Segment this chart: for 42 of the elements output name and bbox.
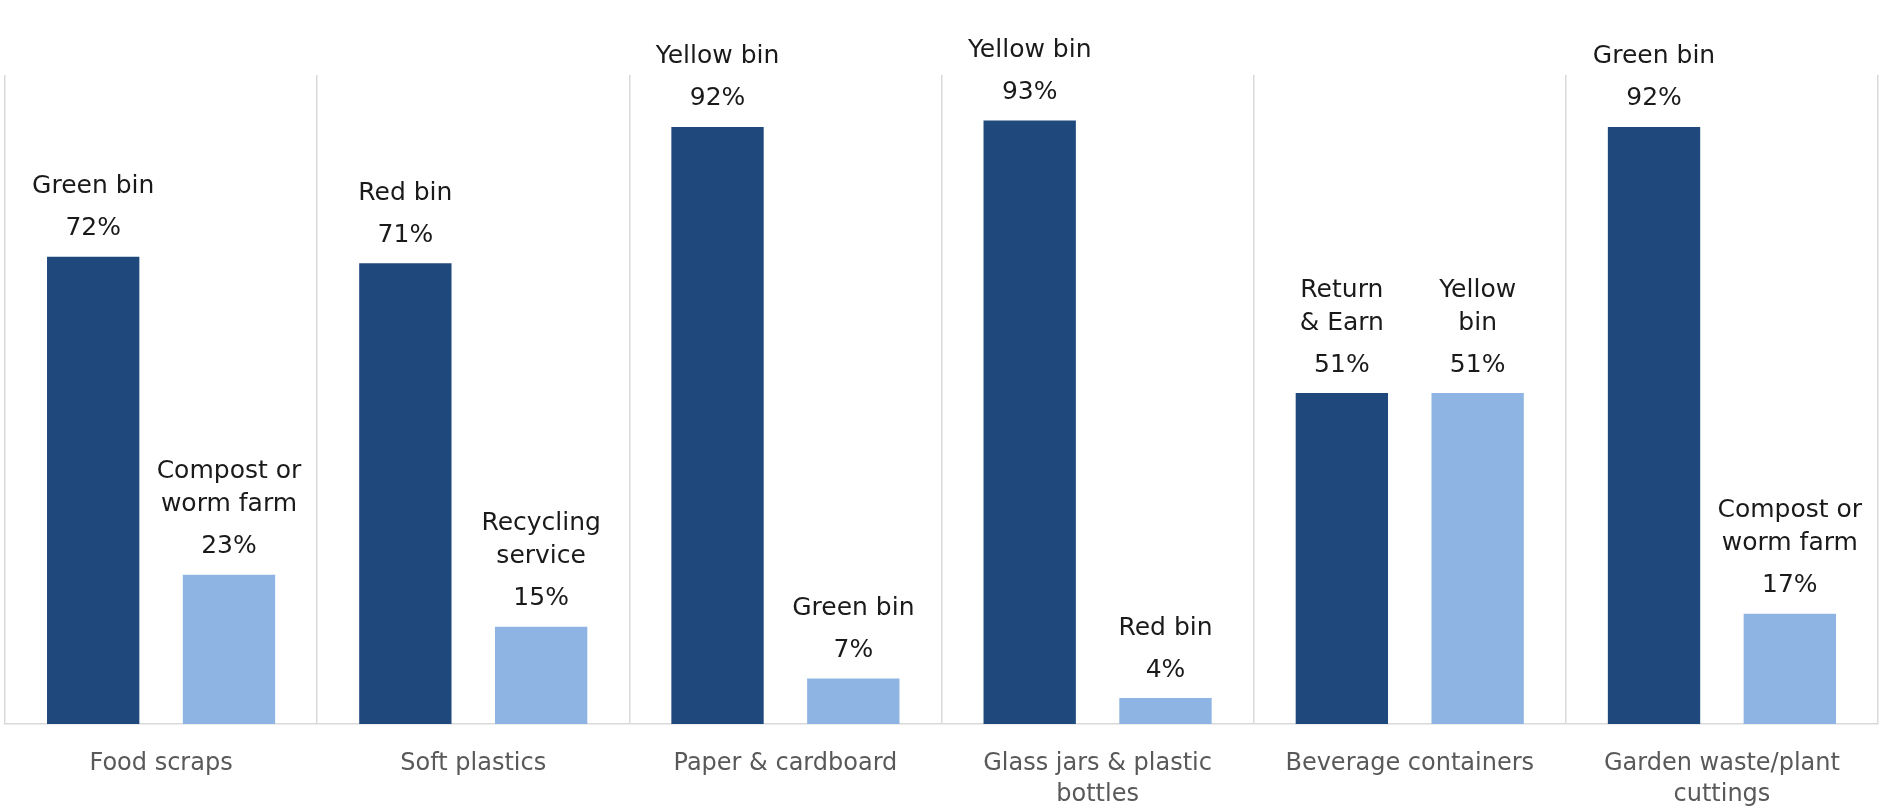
x-tick-label: Food scraps [89,747,233,776]
data-label: 92% [689,82,746,112]
annotation: Green bin [792,592,915,622]
bar [47,256,140,724]
data-label: 17% [1762,569,1818,599]
annotation: Recycling service [481,507,601,570]
annotation: Red bin [358,176,453,206]
bar [1119,698,1212,724]
bar [1607,126,1701,724]
x-tick-label: Soft plastics [400,747,547,776]
annotation: Compost or worm farm [1717,494,1863,557]
x-tick-label: Glass jars & plastic bottles [983,747,1212,808]
data-label: 51% [1314,348,1370,378]
annotation: Green bin [32,170,155,200]
data-label: 23% [201,530,257,560]
x-tick-label: Beverage containers [1285,747,1535,776]
x-tick-label: Paper & cardboard [673,747,898,776]
bar [671,126,764,724]
bar [182,574,276,724]
bar [1431,393,1524,724]
data-label: 72% [65,212,121,242]
data-label: 93% [1001,75,1058,105]
x-tick-label: Garden waste/plant cuttings [1603,747,1840,808]
bar [807,678,900,724]
data-label: 71% [377,218,434,248]
data-label: 51% [1449,348,1506,378]
text: Yellow bin [966,33,1092,63]
annotation: Compost or worm farm [156,455,303,518]
annotation: Yellow bin [1438,273,1517,336]
data-label: 15% [513,582,569,612]
data-label: 7% [833,634,874,664]
data-label: 92% [1626,82,1682,112]
bar [1295,393,1389,724]
bar [494,626,588,724]
bar [1743,613,1836,724]
annotation: Red bin [1118,611,1213,641]
annotation: Return & Earn [1299,273,1384,336]
bar [983,120,1076,724]
text: Green bin [1592,40,1716,70]
data-label: 4% [1145,653,1186,683]
text: Yellow bin [654,40,780,70]
bar [359,263,452,724]
